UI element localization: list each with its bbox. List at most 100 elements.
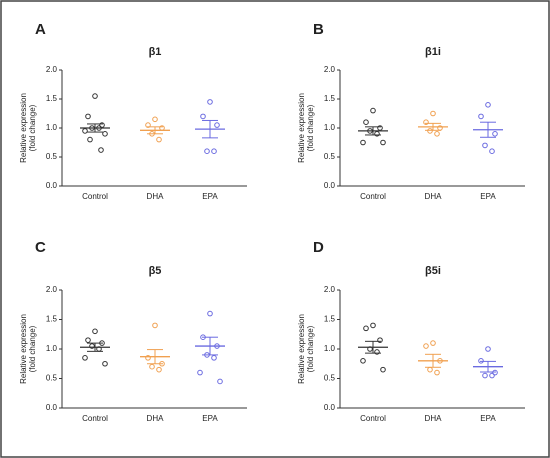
y-axis-label: Relative expression <box>19 93 28 163</box>
data-point <box>200 113 206 120</box>
x-tick-label: EPA <box>480 414 496 423</box>
y-axis-label: Relative expression <box>297 93 306 163</box>
x-tick-label: Control <box>82 414 108 423</box>
y-axis-label: Relative expression <box>297 314 306 384</box>
chart-title: β1i <box>425 46 441 58</box>
panel-letter: B <box>313 21 324 38</box>
data-point <box>92 93 98 99</box>
panel-letter: A <box>35 21 46 38</box>
x-tick-label: EPA <box>202 192 218 201</box>
data-point <box>89 343 95 349</box>
data-point <box>489 148 495 154</box>
data-point <box>98 147 104 153</box>
y-tick-label: 2.0 <box>324 65 336 74</box>
data-point <box>145 355 151 361</box>
data-point <box>423 343 429 349</box>
y-tick-label: 1.0 <box>46 344 58 353</box>
data-point <box>360 358 366 364</box>
y-tick-label: 0.0 <box>46 181 58 190</box>
y-tick-label: 0.5 <box>324 152 336 161</box>
data-point <box>82 355 88 361</box>
y-tick-label: 1.0 <box>324 123 336 132</box>
y-tick-label: 1.5 <box>46 94 58 103</box>
data-point <box>377 337 383 343</box>
data-point <box>85 113 91 120</box>
y-tick-label: 1.5 <box>324 94 336 103</box>
data-point <box>87 136 93 143</box>
x-tick-label: Control <box>360 414 386 423</box>
x-tick-label: Control <box>360 192 386 201</box>
data-point <box>152 116 158 123</box>
data-point <box>363 325 369 332</box>
data-point <box>214 122 220 128</box>
data-point <box>211 148 217 154</box>
data-point <box>478 358 484 364</box>
panel-letter: C <box>35 239 46 256</box>
data-point <box>207 310 213 317</box>
y-tick-label: 1.5 <box>46 315 58 324</box>
data-point <box>489 372 495 379</box>
y-tick-label: 2.0 <box>46 285 58 294</box>
y-tick-label: 2.0 <box>46 65 58 74</box>
data-point <box>149 363 155 370</box>
data-point <box>423 119 429 125</box>
panel-letter: D <box>313 239 324 256</box>
y-axis-label: Relative expression <box>19 314 28 384</box>
chart-title: β1 <box>149 46 162 58</box>
y-tick-label: 0.0 <box>324 181 336 190</box>
data-point <box>370 107 376 114</box>
y-axis-label: (fold change) <box>306 325 315 372</box>
y-axis-label: (fold change) <box>306 104 315 151</box>
y-tick-label: 0.5 <box>46 152 58 161</box>
chart-title: β5 <box>149 265 162 277</box>
data-point <box>102 131 108 137</box>
data-point <box>485 346 491 352</box>
data-point <box>370 322 376 329</box>
data-point <box>156 366 162 373</box>
y-tick-label: 0.5 <box>324 374 336 383</box>
x-tick-label: Control <box>82 192 108 201</box>
data-point <box>156 136 162 143</box>
data-point <box>197 369 203 376</box>
x-tick-label: EPA <box>480 192 496 201</box>
y-tick-label: 0.0 <box>46 403 58 412</box>
x-tick-label: DHA <box>425 414 443 423</box>
data-point <box>217 378 223 385</box>
data-point <box>482 372 488 379</box>
x-tick-label: EPA <box>202 414 218 423</box>
y-tick-label: 1.5 <box>324 315 336 324</box>
data-point <box>380 366 386 373</box>
y-axis-label: (fold change) <box>28 325 37 372</box>
data-point <box>434 131 440 137</box>
y-tick-label: 0.5 <box>46 374 58 383</box>
data-point <box>207 99 213 105</box>
data-point <box>363 119 369 125</box>
y-tick-label: 2.0 <box>324 285 336 294</box>
data-point <box>492 369 498 376</box>
data-point <box>430 110 436 117</box>
data-point <box>211 355 217 361</box>
data-point <box>152 322 158 329</box>
x-tick-label: DHA <box>147 414 165 423</box>
data-point <box>485 102 491 108</box>
y-tick-label: 1.0 <box>46 123 58 132</box>
data-point <box>374 349 380 355</box>
data-point <box>434 369 440 376</box>
data-point <box>92 328 98 335</box>
x-tick-label: DHA <box>147 192 165 201</box>
data-point <box>478 113 484 120</box>
data-point <box>380 139 386 146</box>
data-point <box>427 128 433 134</box>
data-point <box>482 142 488 149</box>
data-point <box>85 337 91 343</box>
chart-title: β5i <box>425 265 441 277</box>
data-point <box>145 122 151 128</box>
y-axis-label: (fold change) <box>28 104 37 151</box>
data-point <box>430 340 436 346</box>
y-tick-label: 0.0 <box>324 403 336 412</box>
data-point <box>360 139 366 146</box>
data-point <box>102 360 108 367</box>
data-point <box>204 148 210 154</box>
y-tick-label: 1.0 <box>324 344 336 353</box>
